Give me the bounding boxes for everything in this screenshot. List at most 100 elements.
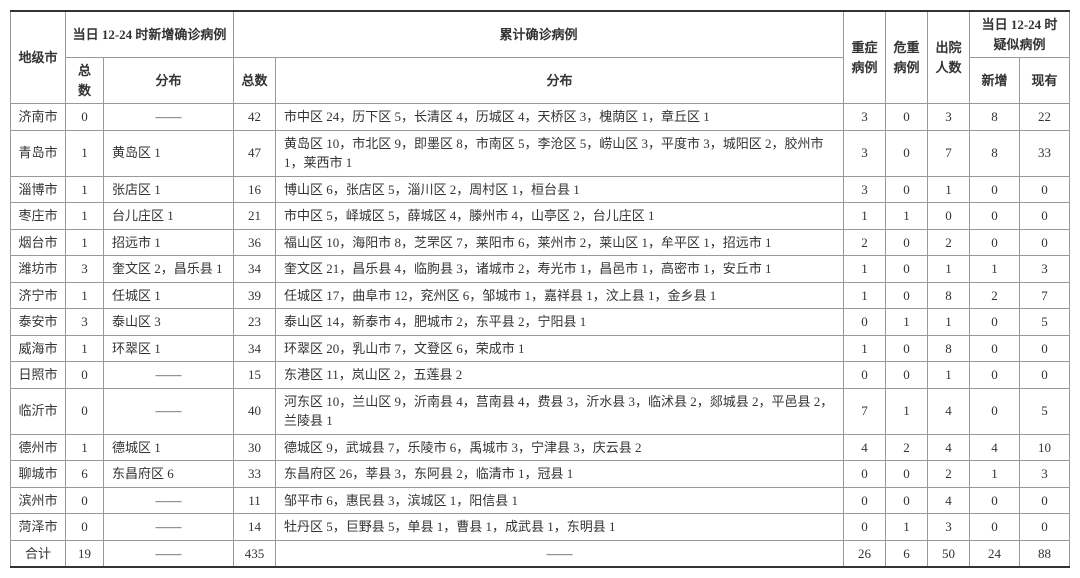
cell-new-total: 1 [66,335,104,362]
table-row: 潍坊市3奎文区 2，昌乐县 134奎文区 21，昌乐县 4，临朐县 3，诸城市 … [11,256,1070,283]
cell-new-dist: 台儿庄区 1 [104,203,234,230]
table-row: 临沂市0——40河东区 10，兰山区 9，沂南县 4，莒南县 4，费县 3，沂水… [11,388,1070,434]
cell-cum-total: 42 [234,104,276,131]
cell-city: 聊城市 [11,461,66,488]
cell-sus-exist: 0 [1020,514,1070,541]
cell-sus-exist: 0 [1020,203,1070,230]
cell-discharged: 3 [928,514,970,541]
cell-critical: 0 [886,335,928,362]
cell-cum-total: 34 [234,335,276,362]
cell-cum-total: 21 [234,203,276,230]
cell-sus-exist: 0 [1020,487,1070,514]
cell-cum-dist: 河东区 10，兰山区 9，沂南县 4，莒南县 4，费县 3，沂水县 3，临沭县 … [276,388,844,434]
cell-critical: 0 [886,362,928,389]
table-row: 菏泽市0——14牡丹区 5，巨野县 5，单县 1，曹县 1，成武县 1，东明县 … [11,514,1070,541]
cell-city: 济宁市 [11,282,66,309]
cell-discharged: 8 [928,335,970,362]
cell-discharged: 4 [928,388,970,434]
header-cum-group: 累计确诊病例 [234,11,844,58]
cell-new-total: 0 [66,514,104,541]
covid-stats-table: 地级市 当日 12-24 时新增确诊病例 累计确诊病例 重症病例 危重病例 出院… [10,10,1070,568]
table-row-total: 合计19——435——266502488 [11,540,1070,567]
cell-sus-exist: 0 [1020,229,1070,256]
cell-cum-total: 47 [234,130,276,176]
cell-city: 潍坊市 [11,256,66,283]
cell-severe: 3 [844,130,886,176]
cell-sus-new: 4 [970,434,1020,461]
cell-cum-dist: 邹平市 6，惠民县 3，滨城区 1，阳信县 1 [276,487,844,514]
cell-sus-exist: 5 [1020,309,1070,336]
header-new-dist: 分布 [104,58,234,104]
cell-sus-new: 1 [970,256,1020,283]
cell-cum-total: 16 [234,176,276,203]
cell-cum-total: 435 [234,540,276,567]
cell-new-total: 0 [66,487,104,514]
cell-discharged: 1 [928,256,970,283]
cell-cum-total: 34 [234,256,276,283]
cell-city: 日照市 [11,362,66,389]
cell-discharged: 7 [928,130,970,176]
cell-severe: 1 [844,335,886,362]
table-body: 济南市0——42市中区 24，历下区 5，长清区 4，历城区 4，天桥区 3，槐… [11,104,1070,568]
cell-severe: 2 [844,229,886,256]
cell-critical: 0 [886,130,928,176]
cell-severe: 3 [844,104,886,131]
header-new-total: 总数 [66,58,104,104]
cell-severe: 0 [844,514,886,541]
cell-city: 菏泽市 [11,514,66,541]
cell-city: 临沂市 [11,388,66,434]
header-suspected-group: 当日 12-24 时疑似病例 [970,11,1070,58]
cell-city: 威海市 [11,335,66,362]
cell-discharged: 4 [928,487,970,514]
cell-severe: 1 [844,282,886,309]
cell-cum-total: 40 [234,388,276,434]
cell-cum-dist: 泰山区 14，新泰市 4，肥城市 2，东平县 2，宁阳县 1 [276,309,844,336]
cell-city: 济南市 [11,104,66,131]
cell-new-dist: —— [104,487,234,514]
cell-new-dist: —— [104,362,234,389]
table-row: 烟台市1招远市 136福山区 10，海阳市 8，芝罘区 7，莱阳市 6，莱州市 … [11,229,1070,256]
cell-city: 德州市 [11,434,66,461]
cell-cum-dist: —— [276,540,844,567]
cell-new-total: 1 [66,434,104,461]
header-discharged: 出院人数 [928,11,970,104]
cell-cum-dist: 黄岛区 10，市北区 9，即墨区 8，市南区 5，李沧区 5，崂山区 3，平度市… [276,130,844,176]
cell-new-total: 0 [66,362,104,389]
cell-new-dist: —— [104,388,234,434]
cell-cum-total: 30 [234,434,276,461]
cell-cum-dist: 奎文区 21，昌乐县 4，临朐县 3，诸城市 2，寿光市 1，昌邑市 1，高密市… [276,256,844,283]
cell-sus-new: 0 [970,229,1020,256]
cell-new-total: 1 [66,130,104,176]
cell-cum-dist: 东港区 11，岚山区 2，五莲县 2 [276,362,844,389]
cell-cum-dist: 环翠区 20，乳山市 7，文登区 6，荣成市 1 [276,335,844,362]
cell-sus-new: 2 [970,282,1020,309]
cell-new-total: 1 [66,229,104,256]
cell-new-total: 1 [66,203,104,230]
cell-new-total: 3 [66,309,104,336]
cell-sus-new: 0 [970,203,1020,230]
header-cum-total: 总数 [234,58,276,104]
cell-severe: 0 [844,309,886,336]
cell-new-dist: —— [104,514,234,541]
cell-new-dist: —— [104,104,234,131]
cell-new-dist: 奎文区 2，昌乐县 1 [104,256,234,283]
cell-discharged: 1 [928,309,970,336]
header-city: 地级市 [11,11,66,104]
cell-critical: 1 [886,309,928,336]
cell-new-total: 19 [66,540,104,567]
cell-city: 烟台市 [11,229,66,256]
cell-sus-exist: 10 [1020,434,1070,461]
cell-new-total: 1 [66,282,104,309]
cell-city: 泰安市 [11,309,66,336]
cell-new-total: 1 [66,176,104,203]
cell-new-dist: 张店区 1 [104,176,234,203]
cell-sus-new: 8 [970,130,1020,176]
cell-severe: 3 [844,176,886,203]
cell-critical: 0 [886,487,928,514]
cell-critical: 1 [886,514,928,541]
cell-critical: 2 [886,434,928,461]
cell-cum-dist: 福山区 10，海阳市 8，芝罘区 7，莱阳市 6，莱州市 2，莱山区 1，牟平区… [276,229,844,256]
header-sus-exist: 现有 [1020,58,1070,104]
table-row: 日照市0——15东港区 11，岚山区 2，五莲县 200100 [11,362,1070,389]
cell-new-dist: 黄岛区 1 [104,130,234,176]
